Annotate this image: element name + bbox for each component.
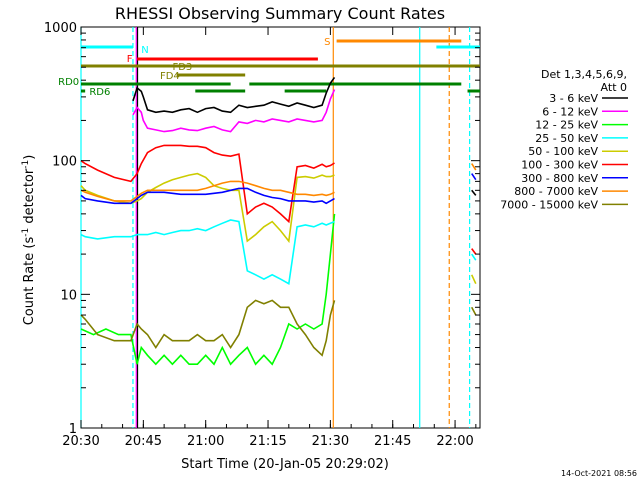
x-tick-label-0: 20:30 bbox=[62, 434, 99, 449]
y-axis-label: Count Rate (s-1 detector-1) bbox=[21, 155, 37, 326]
legend-header-line-2: Att 0 bbox=[601, 81, 627, 94]
y-tick-label-3: 1000 bbox=[44, 21, 77, 36]
y-tick-label-0: 1 bbox=[69, 422, 77, 437]
legend-label-8: 7000 - 15000 keV bbox=[500, 198, 598, 211]
y-axis-label-end: ) bbox=[22, 155, 37, 160]
flag-label-fd3: FD3 bbox=[172, 62, 192, 73]
legend-label-1: 6 - 12 keV bbox=[542, 105, 598, 118]
chart-title: RHESSI Observing Summary Count Rates bbox=[115, 4, 445, 23]
legend-label-2: 12 - 25 keV bbox=[535, 119, 598, 132]
y-axis-label-sup2: -1 bbox=[21, 160, 31, 169]
y-axis-label-base: Count Rate (s bbox=[22, 237, 37, 326]
y-axis-label-mid: detector bbox=[22, 168, 37, 228]
legend-label-7: 800 - 7000 keV bbox=[514, 185, 598, 198]
flag-label-fd4: FD4 bbox=[160, 71, 180, 82]
legend-label-3: 25 - 50 keV bbox=[535, 132, 598, 145]
x-tick-label-5: 21:45 bbox=[374, 434, 411, 449]
series-line-1 bbox=[132, 89, 336, 133]
flag-label-rd6: RD6 bbox=[89, 87, 110, 98]
legend-label-4: 50 - 100 keV bbox=[528, 145, 598, 158]
flag-label-f: F bbox=[127, 54, 133, 65]
x-tick-label-4: 21:30 bbox=[312, 434, 349, 449]
y-axis-label-sup1: -1 bbox=[21, 228, 31, 237]
series-line-7 bbox=[80, 163, 477, 202]
series-line-0 bbox=[132, 76, 477, 196]
x-tick-label-6: 22:00 bbox=[436, 434, 473, 449]
x-tick-label-1: 20:45 bbox=[125, 434, 162, 449]
legend-label-5: 100 - 300 keV bbox=[521, 159, 598, 172]
x-tick-label-3: 21:15 bbox=[249, 434, 286, 449]
series-line-4 bbox=[80, 172, 477, 285]
plot-area bbox=[80, 26, 481, 429]
x-axis-label: Start Time (20-Jan-05 20:29:02) bbox=[181, 457, 389, 472]
legend-header-line-1: Det 1,3,4,5,6,9, bbox=[541, 68, 627, 81]
series-line-6 bbox=[80, 173, 477, 205]
legend-label-6: 300 - 800 keV bbox=[521, 172, 598, 185]
series-line-5 bbox=[80, 144, 477, 255]
axes: 20:30 20:45 21:00 21:15 21:30 21:45 22:00 1 10 10… bbox=[44, 21, 480, 449]
y-tick-label-1: 10 bbox=[60, 288, 77, 303]
series-layer bbox=[80, 76, 477, 366]
y-tick-label-2: 100 bbox=[52, 155, 77, 170]
series-line-2 bbox=[80, 213, 336, 366]
flag-label-s: S bbox=[324, 37, 330, 48]
x-tick-label-2: 21:00 bbox=[187, 434, 224, 449]
series-line-8 bbox=[80, 299, 477, 357]
footer-date: 14-Oct-2021 08:56 bbox=[561, 469, 637, 478]
flag-label-n: N bbox=[141, 45, 148, 56]
legend-label-0: 3 - 6 keV bbox=[549, 92, 598, 105]
plot-frame bbox=[80, 26, 481, 429]
series-line-3 bbox=[80, 219, 477, 285]
flag-label-rd0: RD0 bbox=[58, 77, 79, 88]
